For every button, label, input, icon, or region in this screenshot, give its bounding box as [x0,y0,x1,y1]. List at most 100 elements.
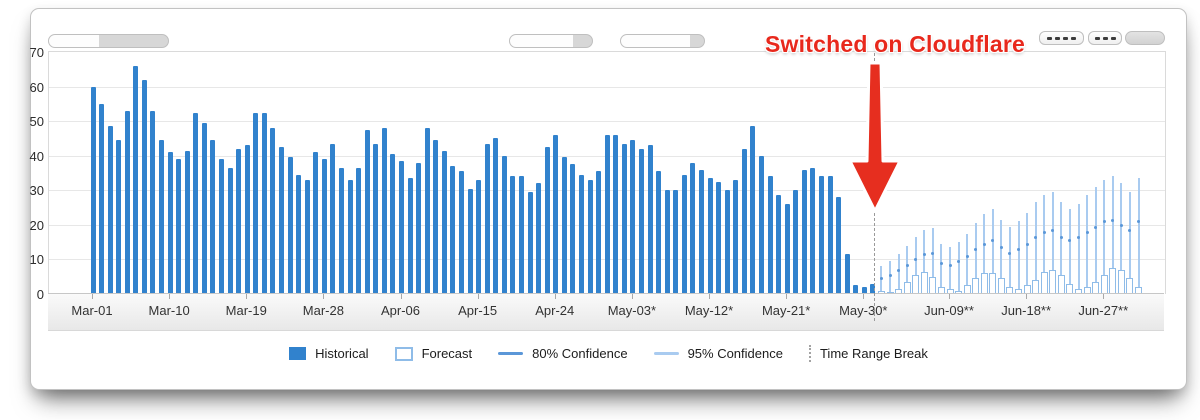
confidence-80-marker [931,251,935,255]
confidence-95-whisker [906,245,909,293]
confidence-80-marker [999,246,1003,250]
confidence-95-whisker [1077,204,1080,293]
forecast-bar [1066,283,1074,295]
historical-bar [716,181,722,294]
range-selector-handle-left[interactable] [48,34,169,48]
line-swatch-icon [498,352,524,355]
range-selector-handle-right[interactable] [1125,31,1165,45]
historical-bar [836,197,842,294]
gridline [49,121,1165,123]
confidence-80-marker [982,242,986,246]
x-axis-tick [631,294,633,299]
historical-bar [450,166,456,294]
y-axis-tick-label: 60 [29,79,44,95]
x-axis-tick-label: Apr-15 [458,303,498,318]
forecast-bar [1006,287,1014,295]
historical-bar [459,171,464,294]
confidence-80-marker [1051,229,1055,233]
historical-bar [133,65,139,294]
confidence-95-whisker [974,223,977,293]
confidence-95-whisker [1103,179,1106,293]
historical-bar [673,190,679,294]
historical-bar [519,176,524,294]
historical-bar [296,174,302,294]
confidence-80-marker [1042,230,1046,234]
legend-label: 80% Confidence [532,346,628,361]
legend-label: 95% Confidence [687,346,783,361]
historical-bar [424,128,430,294]
historical-bar [656,171,662,294]
forecast-bar [1100,274,1108,295]
historical-bar [373,143,379,294]
historical-bar [416,162,422,294]
y-axis-tick-label: 30 [29,183,44,199]
confidence-80-marker [1059,235,1063,239]
confidence-80-marker [1094,225,1098,229]
forecast-bar [912,274,920,295]
x-axis-tick [949,294,950,299]
historical-bar [570,164,576,294]
forecast-bar [877,290,885,295]
historical-bar [339,167,345,294]
x-axis-band: Mar-01 Mar-10 Mar-19 Mar-28 Apr-06 Apr-15 Apr-… [48,293,1164,331]
forecast-bar [1075,288,1083,295]
range-selector-segment-2[interactable] [620,34,705,48]
confidence-95-whisker [1000,219,1003,293]
gridline [49,86,1165,88]
confidence-80-marker [974,248,978,252]
historical-bar [390,153,396,294]
confidence-95-whisker [1068,209,1071,293]
line-swatch-icon [653,352,679,355]
confidence-80-marker [879,277,883,281]
chart-legend: Historical Forecast 80% Confidence 95% Conf… [31,345,1186,362]
confidence-80-marker [991,239,995,243]
historical-bar [527,192,533,294]
historical-bar [638,148,644,294]
historical-bar [501,155,507,294]
historical-bar [801,169,807,294]
historical-bar [536,183,542,294]
confidence-95-whisker [1111,176,1114,293]
historical-bar [544,147,550,294]
confidence-80-marker [1128,229,1132,233]
historical-bar [124,110,130,294]
confidence-95-whisker [1017,221,1020,293]
y-axis-tick-label: 50 [29,114,44,130]
confidence-80-marker [914,258,918,262]
drag-grip-icon[interactable] [1039,31,1084,45]
forecast-bar [963,285,971,295]
x-axis-tick-label: Mar-10 [148,303,190,318]
filled-square-swatch-icon [289,347,307,360]
drag-grip-icon[interactable] [1088,31,1122,45]
confidence-80-marker [1068,239,1072,243]
confidence-95-whisker [949,247,951,293]
historical-bar [510,176,516,294]
forecast-bar [1032,280,1040,295]
range-selector-segment-1[interactable] [509,34,593,48]
historical-bar [810,167,816,294]
x-axis-tick-label: Apr-24 [535,303,575,318]
historical-bar [596,171,602,294]
historical-bar [553,134,559,294]
confidence-95-whisker [1120,183,1123,293]
historical-bar [193,112,199,294]
forecast-bar [895,288,903,295]
historical-bar [827,176,833,294]
confidence-95-whisker [1060,202,1063,293]
forecast-bar [1083,287,1091,295]
historical-bar [321,159,327,294]
confidence-80-marker [1119,223,1123,227]
confidence-80-marker [1077,235,1081,239]
forecast-bar [972,278,980,295]
legend-item-forecast: Forecast [394,346,472,361]
historical-bar [227,167,233,294]
historical-bar [244,145,250,294]
x-axis-tick [863,294,865,299]
forecast-bar [989,273,997,295]
historical-bar [270,128,276,294]
historical-bar [630,140,636,294]
historical-bar [407,178,413,294]
confidence-95-whisker [1043,195,1046,293]
confidence-80-marker [1111,218,1115,222]
